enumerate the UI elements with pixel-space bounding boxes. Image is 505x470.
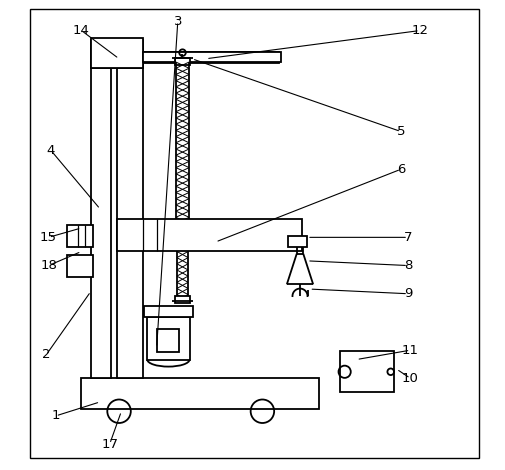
Bar	[117, 219, 302, 251]
Bar	[142, 52, 281, 62]
Bar	[175, 296, 189, 303]
Text: 8: 8	[403, 259, 412, 272]
Bar	[91, 52, 278, 63]
Bar	[91, 59, 111, 378]
Text: 15: 15	[40, 231, 57, 244]
Text: 5: 5	[396, 125, 405, 138]
Text: 10: 10	[401, 372, 418, 385]
Bar	[91, 38, 142, 68]
Bar	[67, 225, 93, 247]
Bar	[67, 255, 93, 277]
Bar	[144, 306, 193, 317]
Text: 6: 6	[396, 163, 405, 176]
Text: 3: 3	[173, 15, 182, 28]
Text: 4: 4	[46, 144, 55, 157]
Bar	[91, 49, 142, 68]
Bar	[339, 351, 393, 392]
Bar	[147, 317, 189, 360]
Text: 12: 12	[411, 24, 428, 37]
Bar	[91, 40, 142, 59]
Text: 9: 9	[403, 287, 412, 300]
Bar	[288, 236, 307, 247]
Bar	[157, 329, 179, 352]
Bar	[81, 378, 318, 409]
Text: 7: 7	[403, 231, 412, 244]
Text: 2: 2	[42, 348, 50, 361]
Bar	[117, 59, 142, 378]
Text: 17: 17	[101, 438, 118, 451]
Bar	[175, 58, 189, 65]
Text: 11: 11	[401, 344, 418, 357]
Text: 14: 14	[73, 24, 90, 37]
Text: 1: 1	[51, 409, 60, 423]
Text: 18: 18	[40, 259, 57, 272]
